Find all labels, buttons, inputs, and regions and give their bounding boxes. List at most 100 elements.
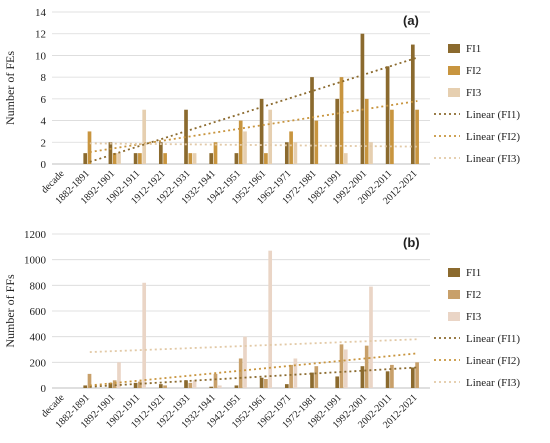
bar-fi2 bbox=[112, 380, 117, 388]
bar-fi1 bbox=[360, 366, 365, 388]
bar-fi1 bbox=[284, 142, 289, 164]
bar-fi1 bbox=[234, 153, 239, 164]
bar-fi3 bbox=[192, 380, 197, 388]
bar-fi3 bbox=[243, 336, 247, 388]
legend-label: FI3 bbox=[466, 87, 482, 99]
bar-fi2 bbox=[364, 98, 369, 164]
y-axis-title: Number of FFs bbox=[3, 274, 17, 348]
bar-fi2 bbox=[314, 120, 319, 164]
bar-fi1 bbox=[158, 142, 163, 164]
bar-fi1 bbox=[209, 386, 214, 388]
bar-fi3 bbox=[192, 153, 197, 164]
y-tick-label: 1200 bbox=[24, 229, 47, 241]
legend: FI1 FI2 FI3 Linear (FI1) Linear (FI2) Linear … bbox=[434, 267, 520, 389]
y-tick-label: 400 bbox=[30, 332, 47, 344]
y-tick-label: 0 bbox=[41, 383, 47, 395]
trendline bbox=[89, 56, 418, 163]
bar-fi3 bbox=[268, 250, 273, 388]
bar-fi1 bbox=[310, 77, 314, 164]
legend-swatch bbox=[448, 44, 460, 53]
legend: FI1 FI2 FI3 Linear (FI1) Linear (FI2) Linear … bbox=[434, 43, 520, 165]
bar-fi3 bbox=[293, 142, 298, 164]
bar-fi2 bbox=[138, 153, 142, 164]
bar-fi3 bbox=[217, 385, 222, 388]
bar-fi3 bbox=[343, 153, 348, 164]
bar-fi3 bbox=[142, 109, 147, 164]
y-tick-label: 1000 bbox=[24, 255, 47, 267]
bar-fi2 bbox=[415, 362, 419, 388]
bar-fi1 bbox=[410, 367, 415, 388]
bar-fi2 bbox=[264, 153, 268, 164]
bar-fi1 bbox=[158, 384, 163, 388]
bar-fi2 bbox=[238, 120, 243, 164]
bar-fi2 bbox=[213, 373, 218, 388]
bar-fi3 bbox=[268, 109, 273, 164]
y-tick-label: 12 bbox=[35, 29, 46, 41]
bar-fi1 bbox=[184, 109, 188, 164]
bar-fi1 bbox=[83, 385, 88, 388]
y-tick-label: 6 bbox=[41, 94, 47, 106]
bar-fi1 bbox=[385, 371, 390, 388]
bar-fi1 bbox=[259, 98, 264, 164]
bar-fi1 bbox=[209, 153, 214, 164]
y-tick-label: 4 bbox=[41, 116, 47, 128]
bar-fi2 bbox=[188, 153, 193, 164]
bar-fi3 bbox=[369, 142, 373, 164]
legend-label: Linear (FI3) bbox=[466, 377, 520, 389]
legend-label: Linear (FI1) bbox=[466, 109, 520, 121]
y-tick-label: 600 bbox=[30, 306, 47, 318]
legend-label: Linear (FI2) bbox=[466, 131, 520, 143]
legend-label: Linear (FI2) bbox=[466, 355, 520, 367]
bar-fi2 bbox=[289, 131, 293, 164]
y-tick-label: 0 bbox=[41, 159, 47, 171]
bar-fi2 bbox=[163, 385, 167, 388]
bar-fi1 bbox=[360, 33, 365, 164]
bar-fi1 bbox=[335, 376, 340, 388]
bar-fi2 bbox=[163, 153, 167, 164]
bar-fi1 bbox=[410, 44, 415, 165]
bar-fi2 bbox=[87, 373, 92, 388]
bar-fi1 bbox=[184, 380, 188, 388]
bar-fi1 bbox=[108, 142, 113, 164]
bar-fi1 bbox=[284, 384, 289, 388]
bar-fi2 bbox=[339, 77, 344, 164]
bar-fi2 bbox=[264, 379, 268, 388]
panel-label: (b) bbox=[403, 235, 420, 250]
legend-swatch bbox=[448, 88, 460, 97]
legend-swatch bbox=[448, 268, 460, 277]
bar-fi2 bbox=[213, 142, 218, 164]
bar-fi1 bbox=[133, 382, 138, 388]
legend-label: Linear (FI1) bbox=[466, 333, 520, 345]
bar-fi2 bbox=[188, 382, 193, 388]
legend-swatch bbox=[448, 290, 460, 299]
bar-fi3 bbox=[243, 131, 247, 164]
bar-fi3 bbox=[117, 153, 121, 164]
legend-swatch bbox=[448, 312, 460, 321]
bar-fi2 bbox=[314, 366, 319, 388]
y-tick-label: 10 bbox=[35, 50, 47, 62]
y-tick-label: 8 bbox=[41, 72, 47, 84]
bar-fi3 bbox=[343, 349, 348, 388]
trendline bbox=[89, 100, 418, 153]
bar-fi2 bbox=[138, 381, 142, 388]
y-tick-label: 200 bbox=[30, 357, 47, 369]
panel-label: (a) bbox=[403, 13, 419, 28]
bar-fi3 bbox=[142, 282, 147, 388]
bar-fi2 bbox=[364, 345, 369, 388]
bar-fi2 bbox=[415, 109, 419, 164]
legend-label: FI1 bbox=[466, 43, 481, 55]
bar-fi1 bbox=[234, 385, 239, 388]
bar-fi2 bbox=[112, 153, 117, 164]
bar-fi1 bbox=[310, 372, 314, 388]
bar-fi3 bbox=[293, 358, 298, 388]
legend-label: FI1 bbox=[466, 267, 481, 279]
legend-label: FI2 bbox=[466, 65, 481, 77]
bar-fi2 bbox=[390, 109, 394, 164]
bar-fi1 bbox=[385, 66, 390, 164]
bar-fi1 bbox=[259, 377, 264, 388]
legend-swatch bbox=[448, 66, 460, 75]
bar-fi3 bbox=[117, 362, 121, 388]
bar-fi2 bbox=[339, 344, 344, 388]
legend-label: FI2 bbox=[466, 289, 481, 301]
